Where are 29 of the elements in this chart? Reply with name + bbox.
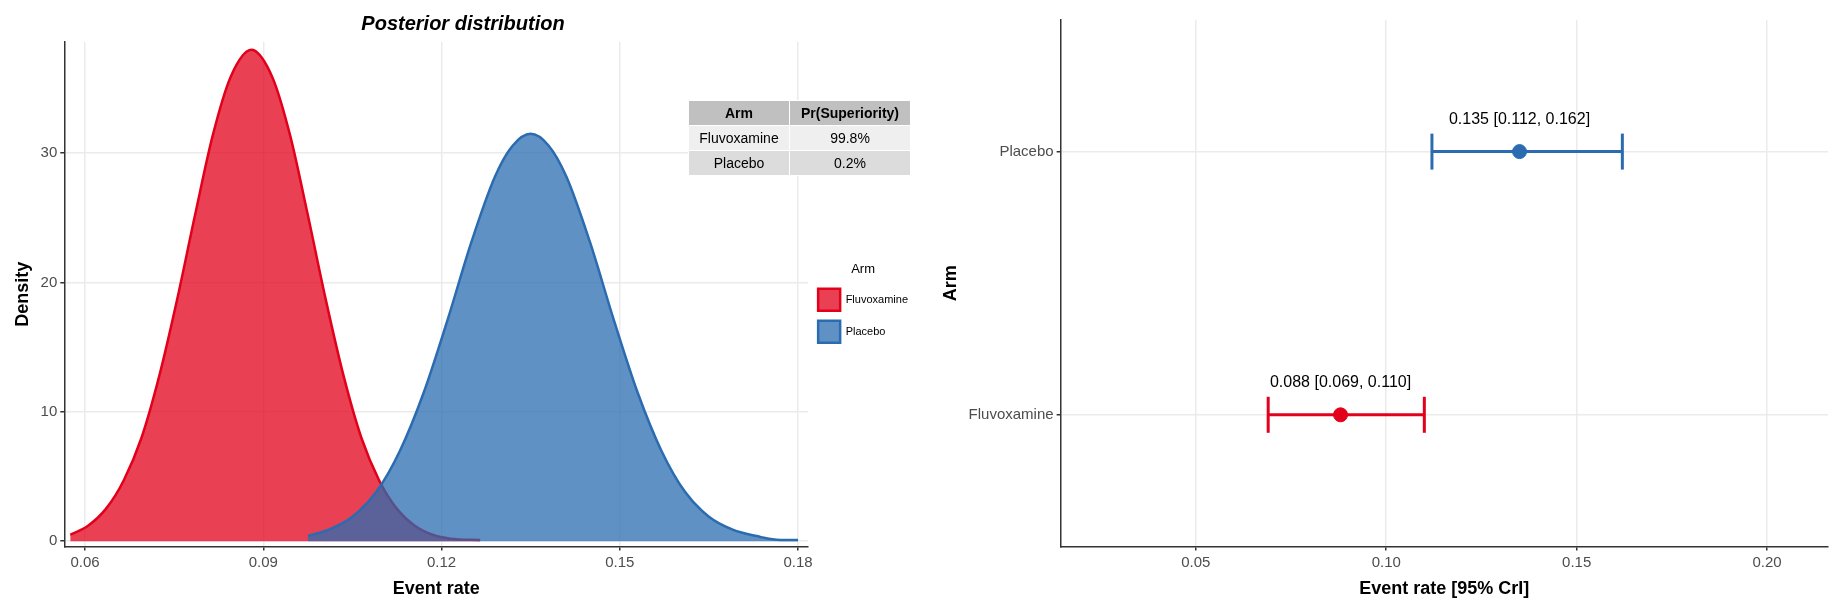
text: 99.8%	[830, 130, 870, 146]
x-tick-label: 0.15	[1562, 552, 1592, 570]
y-tick-label: 20	[40, 272, 58, 290]
x-tick-label: 0.09	[248, 552, 278, 570]
x-tick-label: 0.15	[605, 552, 635, 570]
x-tick-label: 0.18	[783, 552, 813, 570]
legend-label: Placebo	[845, 324, 886, 337]
y-tick-label: 30	[40, 143, 58, 161]
data-label: 0.135 [0.112, 0.162]	[1448, 110, 1591, 128]
data-label: 0.088 [0.069, 0.110]	[1269, 373, 1412, 391]
text: 0.2%	[834, 155, 866, 171]
x-tick-label: 0.12	[426, 552, 457, 570]
y-axis-title: Arm	[939, 265, 960, 302]
x-tick-label: 0.10	[1371, 552, 1401, 570]
legend-title: Arm	[851, 261, 875, 277]
legend-label: Fluvoxamine	[845, 292, 908, 305]
y-tick-label: 0	[48, 531, 58, 549]
x-tick-label: 0.20	[1752, 552, 1782, 570]
annotation: Pr(Superiority)	[789, 100, 911, 126]
chart-title: Posterior distribution	[361, 11, 565, 34]
x-tick-label: 0.06	[70, 552, 100, 570]
annotation: Placebo	[688, 150, 790, 176]
x-axis-title: Event rate	[392, 578, 480, 599]
annotation: Arm	[688, 100, 790, 126]
annotation: Fluvoxamine	[688, 125, 790, 151]
x-tick-label: 0.05	[1181, 552, 1211, 570]
y-tick-label: 10	[40, 402, 58, 420]
x-axis-title: Event rate [95% CrI]	[1359, 578, 1530, 599]
y-axis-title: Density	[11, 261, 32, 327]
